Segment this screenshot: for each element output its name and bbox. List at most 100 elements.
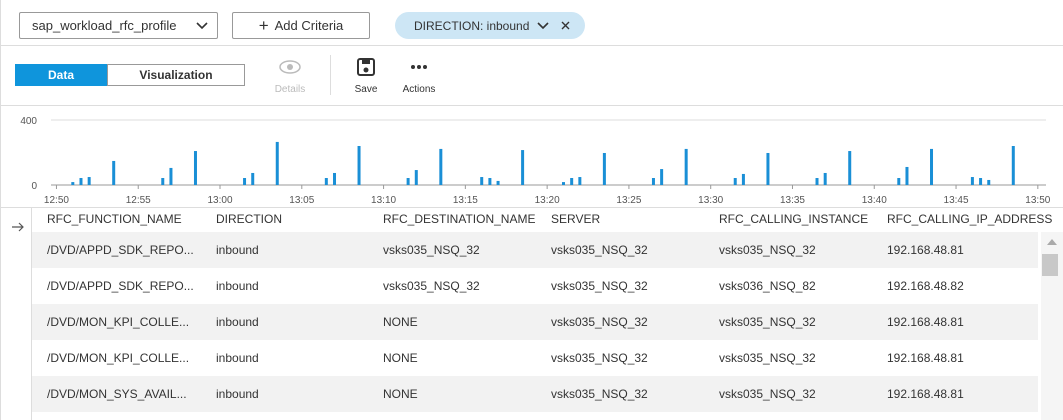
bar [169, 167, 173, 185]
chevron [196, 22, 208, 30]
x-tick-label: 13:15 [453, 195, 478, 206]
actions-label[interactable]: Actions [402, 84, 436, 95]
x-tick-label: 12:50 [44, 195, 69, 206]
filter-chip[interactable]: DIRECTION: inbound [395, 12, 585, 39]
table-cell: vsks036_NSQ_82 [719, 279, 816, 293]
bar [970, 177, 974, 185]
actions-icon [411, 65, 427, 69]
y-tick-label: 0 [31, 181, 37, 192]
bar [766, 152, 770, 185]
table-cell: vsks035_NSQ_32 [719, 351, 816, 365]
table-row[interactable] [32, 232, 1038, 268]
profile-dropdown[interactable]: sap_workload_rfc_profile [19, 12, 218, 39]
bar [87, 177, 91, 185]
x-tick-label: 13:25 [616, 195, 641, 206]
table-cell: /DVD/APPD_SDK_REPO... [47, 243, 194, 257]
save-label[interactable]: Save [354, 84, 378, 95]
table-row[interactable] [32, 304, 1038, 340]
column-header: SERVER [551, 212, 601, 226]
bar [578, 177, 582, 185]
scrollbar[interactable] [1041, 232, 1063, 420]
table-cell: vsks035_NSQ_32 [719, 243, 816, 257]
bar [324, 178, 328, 185]
x-tick-label: 12:55 [126, 195, 151, 206]
bar [651, 178, 655, 185]
table-cell: /DVD/MON_SYS_AVAIL... [47, 387, 187, 401]
details-label[interactable]: Details [274, 84, 306, 95]
column-header: DIRECTION [216, 212, 282, 226]
bar [815, 178, 819, 185]
table-cell: vsks035_NSQ_32 [383, 243, 480, 257]
bar [1011, 146, 1015, 185]
bar [406, 178, 410, 185]
y-tick-label: 400 [20, 116, 37, 127]
bar [112, 160, 116, 185]
x-tick-label: 13:40 [862, 195, 887, 206]
table-cell: vsks035_NSQ_32 [551, 351, 648, 365]
table-cell: 192.168.48.81 [887, 387, 964, 401]
separator [330, 55, 331, 95]
bar [570, 178, 574, 185]
table-cell: NONE [383, 351, 418, 365]
x-tick-label: 13:30 [698, 195, 723, 206]
table-cell: /DVD/APPD_SDK_REPO... [47, 279, 194, 293]
table-cell: vsks035_NSQ_32 [719, 387, 816, 401]
bar [979, 178, 983, 185]
table-cell: /DVD/MON_KPI_COLLE... [47, 315, 190, 329]
bar [987, 179, 991, 185]
column-header: RFC_CALLING_IP_ADDRESS [887, 212, 1053, 226]
bar [243, 178, 247, 185]
bar [602, 152, 606, 185]
expand-arrow[interactable] [11, 222, 25, 232]
filter-chip-label: DIRECTION: inbound [414, 18, 530, 33]
bar [414, 170, 418, 185]
bar [357, 146, 361, 185]
bar [480, 177, 484, 185]
x-tick-label: 13:00 [207, 195, 232, 206]
x-tick-label: 13:45 [944, 195, 969, 206]
add-criteria-button[interactable]: + Add Criteria [232, 12, 370, 39]
chip-icons [537, 21, 570, 30]
save-icon [357, 58, 375, 76]
add-criteria-label: Add Criteria [274, 18, 344, 33]
row-gutter [31, 207, 32, 420]
bar [333, 172, 337, 185]
divider [1, 45, 1063, 46]
bar [71, 182, 75, 185]
table-cell: vsks035_NSQ_32 [719, 315, 816, 329]
table-cell: inbound [216, 351, 259, 365]
table-row[interactable] [32, 268, 1038, 304]
divider [1, 105, 1063, 106]
bar [684, 148, 688, 185]
chart: 0 400 12:50 12:55 13:00 13:05 13:10 13:15 13:20 1… [20, 116, 1050, 206]
table-cell: 192.168.48.81 [887, 351, 964, 365]
bar [275, 141, 279, 185]
x-tick-label: 13:35 [780, 195, 805, 206]
x-tick-label: 13:10 [371, 195, 396, 206]
x-tick-label: 13:20 [535, 195, 560, 206]
table-row[interactable] [32, 340, 1038, 376]
bar [193, 151, 197, 185]
table-cell: inbound [216, 243, 259, 257]
table-cell: NONE [383, 315, 418, 329]
bar [251, 172, 255, 185]
table-cell: vsks035_NSQ_32 [551, 387, 648, 401]
bar [561, 182, 565, 185]
bar [521, 150, 525, 185]
table-cell: inbound [216, 315, 259, 329]
visualization-tab[interactable]: Visualization [107, 64, 245, 86]
scroll-thumb[interactable] [1042, 254, 1058, 276]
table-cell: 192.168.48.81 [887, 243, 964, 257]
bar [930, 148, 934, 185]
data-tab[interactable]: Data [15, 64, 107, 86]
bar [905, 166, 909, 185]
bar [733, 178, 737, 185]
plus-icon: + [258, 15, 269, 35]
table: RFC_FUNCTION_NAME DIRECTION RFC_DESTINATIO… [32, 207, 1052, 420]
column-header: RFC_FUNCTION_NAME [47, 212, 182, 226]
scroll-up[interactable] [1047, 239, 1057, 245]
table-row[interactable] [32, 376, 1038, 412]
table-cell: vsks035_NSQ_32 [551, 315, 648, 329]
table-cell: vsks035_NSQ_32 [383, 279, 480, 293]
